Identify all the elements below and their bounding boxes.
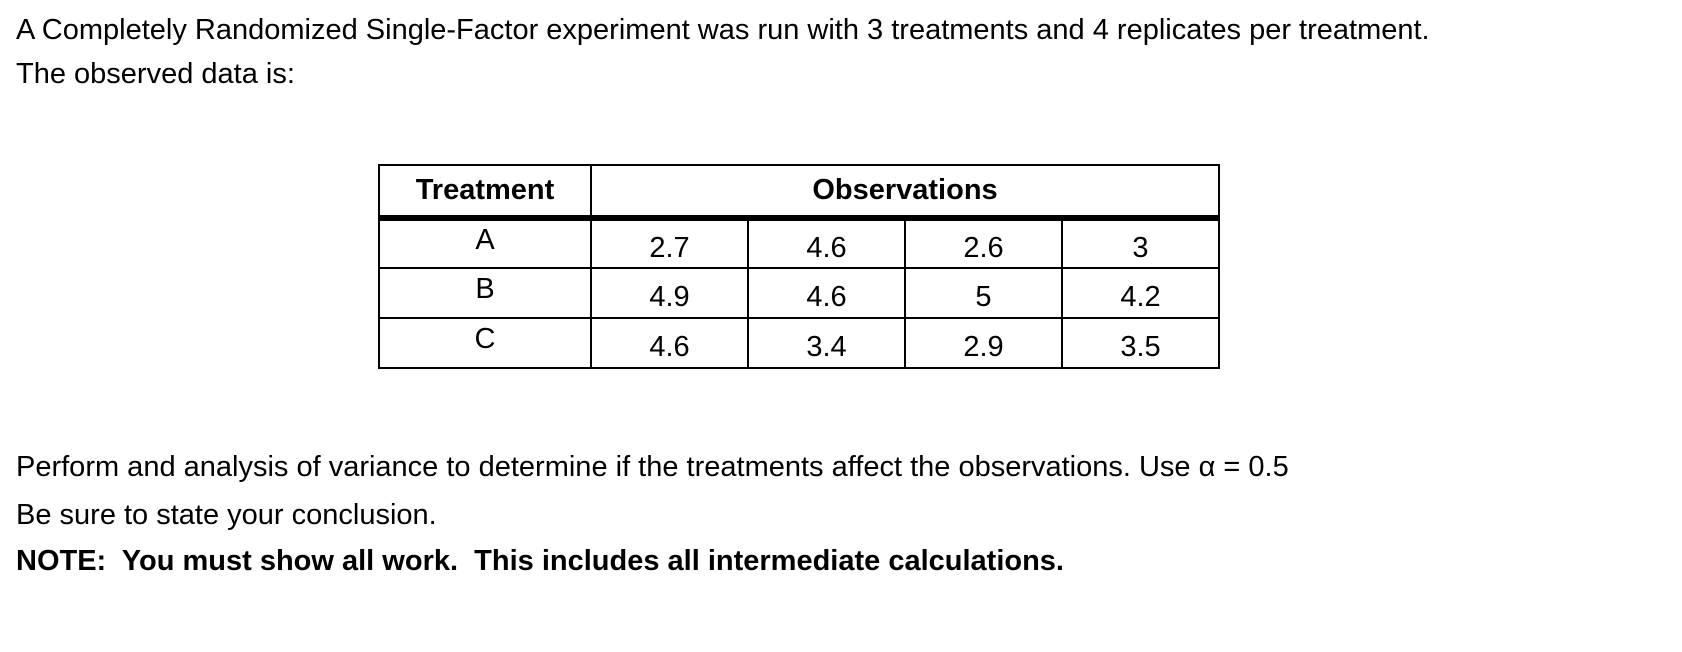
observation-cell: 4.9 xyxy=(590,267,749,319)
treatment-cell: C xyxy=(378,317,592,369)
observations-column-header: Observations xyxy=(590,164,1220,221)
table-row: B 4.9 4.6 5 4.2 xyxy=(378,267,1220,319)
observation-cell: 2.7 xyxy=(590,217,749,269)
observation-cell: 3.4 xyxy=(747,317,906,369)
observation-cell: 2.9 xyxy=(904,317,1063,369)
observation-cell: 4.6 xyxy=(590,317,749,369)
intro-line-1: A Completely Randomized Single-Factor ex… xyxy=(16,14,1430,46)
table-row: A 2.7 4.6 2.6 3 xyxy=(378,217,1220,269)
intro-line-2: The observed data is: xyxy=(16,58,295,90)
note-line: NOTE: You must show all work. This inclu… xyxy=(16,545,1064,577)
observations-table: Treatment Observations A 2.7 4.6 2.6 3 B… xyxy=(378,164,1220,369)
observation-cell: 2.6 xyxy=(904,217,1063,269)
observation-cell: 3 xyxy=(1061,217,1220,269)
instruction-line-2: Be sure to state your conclusion. xyxy=(16,499,437,531)
instruction-line-1: Perform and analysis of variance to dete… xyxy=(16,451,1289,483)
observation-cell: 4.2 xyxy=(1061,267,1220,319)
observation-cell: 4.6 xyxy=(747,217,906,269)
treatment-column-header: Treatment xyxy=(378,164,592,221)
table-row: C 4.6 3.4 2.9 3.5 xyxy=(378,317,1220,369)
treatment-cell: A xyxy=(378,217,592,269)
treatment-cell: B xyxy=(378,267,592,319)
table-header-row: Treatment Observations xyxy=(378,164,1220,221)
observation-cell: 4.6 xyxy=(747,267,906,319)
observation-cell: 3.5 xyxy=(1061,317,1220,369)
observation-cell: 5 xyxy=(904,267,1063,319)
